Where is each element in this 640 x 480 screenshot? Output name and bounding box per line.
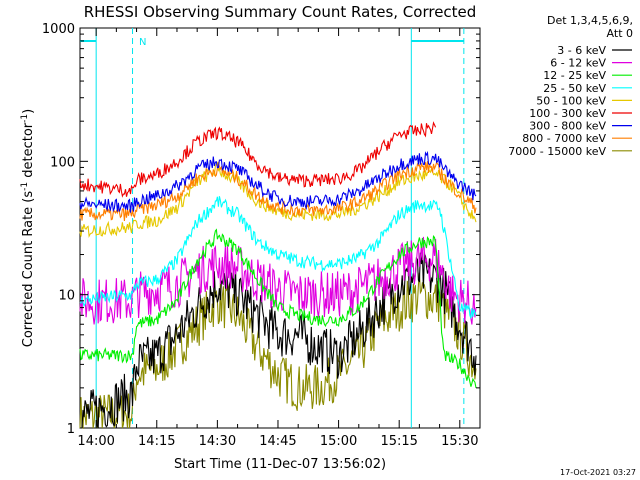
x-tick-label: 14:30	[199, 434, 236, 449]
legend-label: 50 - 100 keV	[536, 94, 606, 107]
y-tick-label: 1000	[42, 22, 75, 37]
x-tick-label: 14:15	[138, 434, 175, 449]
plot-frame	[79, 27, 481, 429]
series-line-7000-15000-kev	[79, 272, 477, 429]
y-tick-label: 10	[58, 289, 75, 304]
legend-label: 7000 - 15000 keV	[508, 145, 606, 158]
x-tick-label: 15:15	[380, 434, 417, 449]
legend-header-line2: Att 0	[607, 27, 633, 40]
night-annotation: N	[139, 37, 146, 48]
legend-label: 6 - 12 keV	[550, 57, 606, 70]
series-line-300-800-kev	[79, 150, 477, 213]
legend-label: 25 - 50 keV	[543, 82, 606, 95]
x-axis-label: Start Time (11-Dec-07 13:56:02)	[174, 457, 386, 472]
x-tick-label: 15:00	[320, 434, 357, 449]
legend-label: 100 - 300 keV	[529, 107, 606, 120]
x-tick-label: 15:30	[441, 434, 478, 449]
series-line-50-100-kev	[79, 161, 477, 239]
legend-label: 800 - 7000 keV	[522, 132, 606, 145]
series-line-100-300-kev	[79, 121, 437, 198]
footer-date: 17-Oct-2021 03:27	[560, 468, 636, 477]
series-line-12-25-kev	[79, 228, 477, 389]
series-line-25-50-kev	[79, 196, 477, 319]
x-tick-label: 14:00	[77, 434, 114, 449]
y-tick-label: 1	[67, 422, 75, 437]
series-line-800-7000-kev	[79, 160, 477, 222]
series-layer	[79, 121, 477, 429]
y-tick-label: 100	[50, 155, 75, 170]
series-line-3-6-kev	[80, 252, 477, 429]
series-line-6-12-kev	[79, 236, 477, 325]
legend-label: 3 - 6 keV	[557, 44, 606, 57]
x-tick-label: 14:45	[259, 434, 296, 449]
x-axis: 14:00 14:15 14:30 14:45 15:00 15:15 15:30	[77, 28, 479, 449]
chart-title: RHESSI Observing Summary Count Rates, Co…	[84, 3, 477, 21]
y-axis: 1 10 100 1000	[42, 22, 480, 437]
y-axis-label: Corrected Count Rate (s-1 detector-1)	[20, 109, 36, 347]
legend-label: 300 - 800 keV	[529, 120, 606, 133]
legend-label: 12 - 25 keV	[543, 69, 606, 82]
legend-header-line1: Det 1,3,4,5,6,9,	[547, 14, 633, 27]
